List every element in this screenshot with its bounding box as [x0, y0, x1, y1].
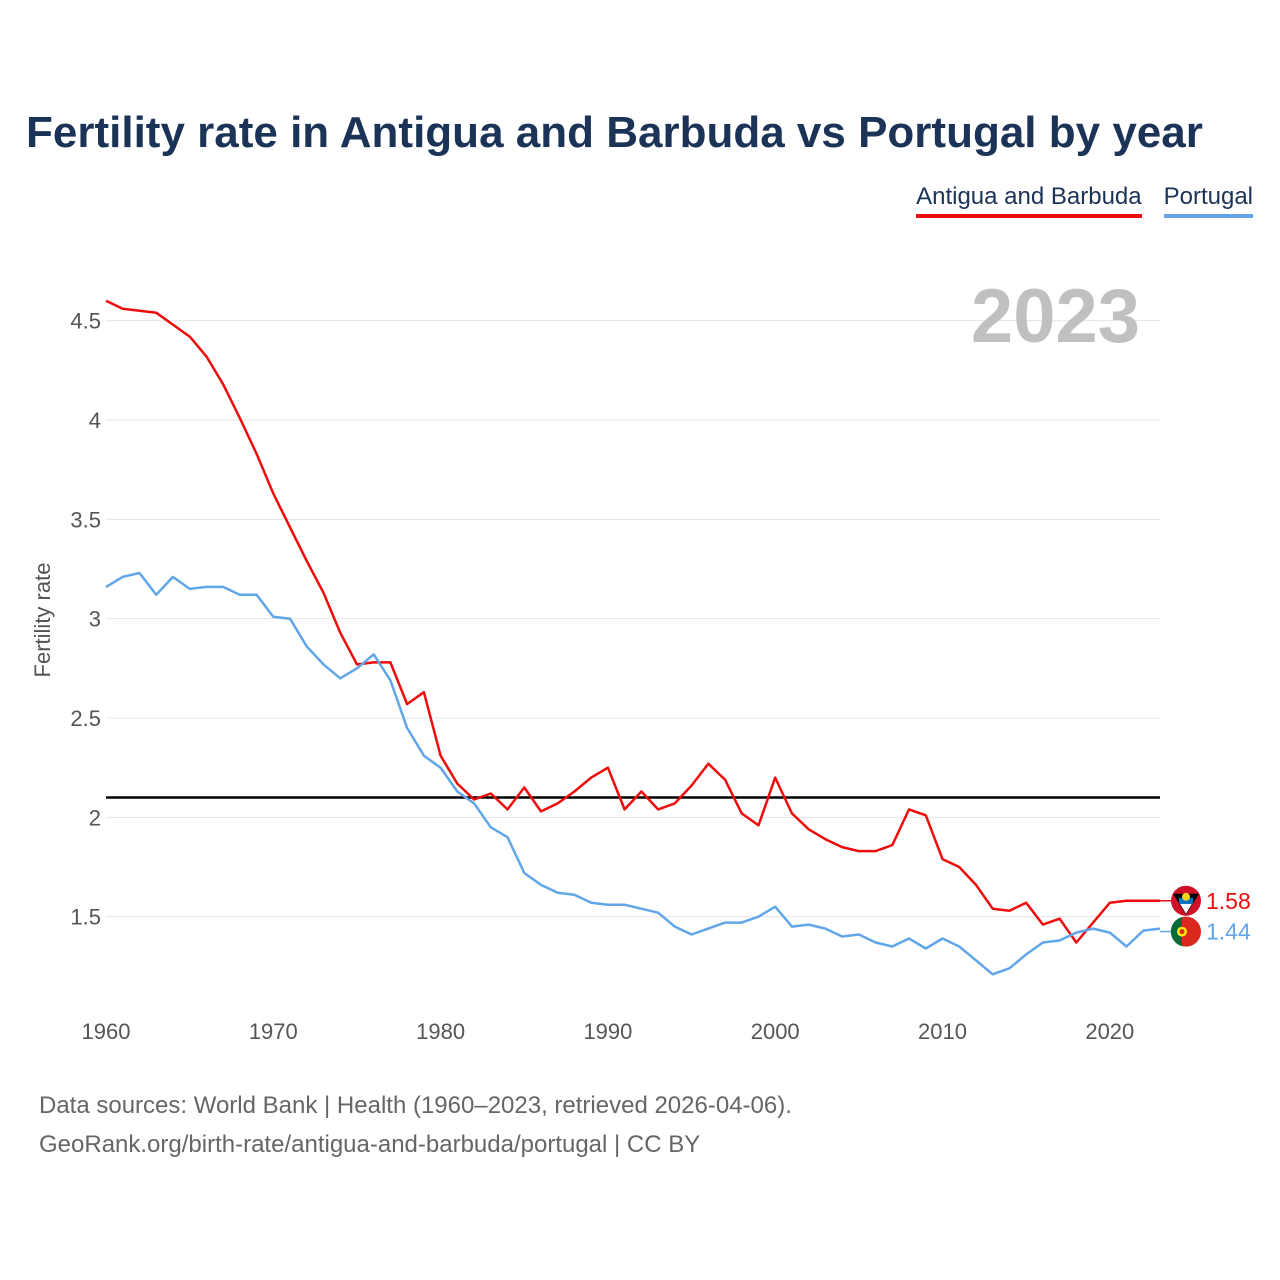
- y-axis-ticks: 1.5 2 2.5 3 3.5 4 4.5: [70, 309, 101, 930]
- antigua-and-barbuda-flag-icon: [1171, 885, 1201, 916]
- x-tick-label: 1990: [583, 1019, 632, 1044]
- y-tick-label: 3: [89, 607, 101, 632]
- x-tick-label: 1970: [249, 1019, 298, 1044]
- y-tick-label: 3.5: [70, 507, 101, 532]
- legend-item-portugal[interactable]: Portugal: [1163, 182, 1253, 218]
- end-markers: 1.58 1.44: [1160, 885, 1251, 947]
- y-tick-label: 4.5: [70, 309, 101, 334]
- x-tick-label: 2000: [751, 1019, 800, 1044]
- footer-sources: Data sources: World Bank | Health (1960–…: [39, 1092, 792, 1119]
- series-line-1[interactable]: [105, 571, 1161, 976]
- portugal-flag-icon: [1170, 916, 1201, 947]
- x-tick-label: 1980: [416, 1019, 465, 1044]
- y-tick-label: 2: [89, 805, 101, 830]
- y-axis-label: Fertility rate: [30, 563, 55, 678]
- footer: Data sources: World Bank | Health (1960–…: [39, 1086, 792, 1164]
- end-value-label: 1.58: [1206, 888, 1251, 914]
- x-tick-label: 2020: [1085, 1019, 1134, 1044]
- legend: Antigua and Barbuda Portugal: [916, 182, 1253, 218]
- x-axis-ticks: 1960 1970 1980 1990 2000 2010 2020: [82, 1019, 1135, 1044]
- chart-title: Fertility rate in Antigua and Barbuda vs…: [26, 108, 1203, 157]
- footer-url[interactable]: GeoRank.org/birth-rate/antigua-and-barbu…: [39, 1131, 701, 1158]
- end-value-label: 1.44: [1206, 919, 1251, 945]
- y-tick-label: 2.5: [70, 706, 101, 731]
- x-tick-label: 2010: [918, 1019, 967, 1044]
- gridlines: [106, 320, 1160, 918]
- series-lines: [105, 299, 1161, 976]
- y-tick-label: 4: [89, 408, 101, 433]
- year-label: 2023: [971, 274, 1140, 359]
- x-tick-label: 1960: [82, 1019, 131, 1044]
- legend-item-antigua-and-barbuda[interactable]: Antigua and Barbuda: [916, 182, 1142, 218]
- series-line-0[interactable]: [105, 299, 1160, 944]
- y-tick-label: 1.5: [70, 905, 101, 930]
